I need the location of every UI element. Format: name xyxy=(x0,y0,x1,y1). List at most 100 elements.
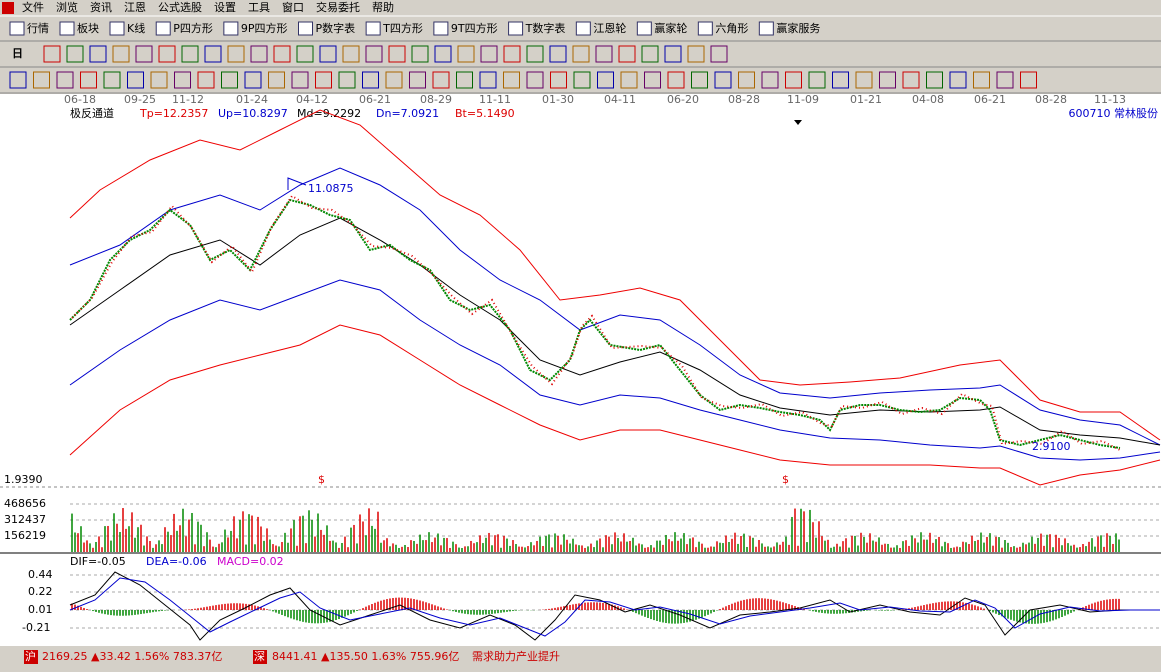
tool-icon[interactable] xyxy=(291,71,309,89)
tool-icon[interactable] xyxy=(832,71,849,89)
tool-icon[interactable] xyxy=(855,71,873,89)
tool-icon[interactable] xyxy=(43,45,61,63)
tool-icon[interactable] xyxy=(112,45,130,63)
tool-icon[interactable] xyxy=(56,71,74,89)
tool-icon[interactable] xyxy=(808,71,826,89)
tool-icon[interactable] xyxy=(273,45,291,63)
tool-icon[interactable] xyxy=(457,45,475,63)
tool-icon[interactable] xyxy=(250,45,268,63)
tool-icon[interactable] xyxy=(268,71,285,89)
tool-icon[interactable] xyxy=(526,45,544,63)
tool-icon[interactable] xyxy=(33,71,50,89)
tool-icon[interactable] xyxy=(644,71,661,89)
tool-icon[interactable] xyxy=(409,71,426,89)
tool-icon[interactable] xyxy=(761,71,779,89)
tool-icon[interactable] xyxy=(362,71,379,89)
menu-item[interactable]: 浏览 xyxy=(56,0,78,14)
menu-item[interactable]: 江恩 xyxy=(124,1,146,14)
toolbar-button[interactable]: P数字表 xyxy=(316,21,356,35)
tool-icon[interactable] xyxy=(879,71,896,89)
tool-icon[interactable] xyxy=(785,71,802,89)
tool-icon[interactable] xyxy=(526,71,544,89)
tool-icon[interactable] xyxy=(479,71,497,89)
tool-icon[interactable] xyxy=(338,71,356,89)
tool-icon[interactable] xyxy=(432,71,450,89)
tool-icon[interactable] xyxy=(315,71,332,89)
tool-icon[interactable] xyxy=(227,45,245,63)
tool-icon[interactable] xyxy=(456,71,473,89)
tool-icon[interactable] xyxy=(549,45,567,63)
tool-icon[interactable] xyxy=(127,71,144,89)
tool-icon[interactable] xyxy=(664,45,682,63)
tool-icon[interactable] xyxy=(150,71,168,89)
tool-icon[interactable] xyxy=(9,71,27,89)
tool-icon[interactable] xyxy=(204,45,222,63)
menu-item[interactable]: 帮助 xyxy=(372,0,394,14)
tool-icon[interactable] xyxy=(738,71,755,89)
toolbar-button[interactable]: 行情 xyxy=(27,22,49,35)
tool-icon[interactable] xyxy=(342,45,360,63)
toolbar-button[interactable]: 赢家轮 xyxy=(654,21,687,35)
tool-icon[interactable] xyxy=(434,45,452,63)
tool-icon[interactable] xyxy=(949,71,967,89)
sz-index[interactable]: 8441.41 ▲135.50 1.63% 755.96亿 xyxy=(272,650,459,663)
tool-icon[interactable] xyxy=(480,45,498,63)
menu-item[interactable]: 文件 xyxy=(22,0,44,14)
tool-icon[interactable] xyxy=(1020,71,1037,89)
tool-icon[interactable] xyxy=(197,71,215,89)
menu-item[interactable]: 资讯 xyxy=(90,1,112,14)
tool-icon[interactable] xyxy=(714,71,732,89)
tool-icon[interactable] xyxy=(618,45,636,63)
period-select[interactable]: 日 xyxy=(12,47,23,60)
toolbar-button[interactable]: 板块 xyxy=(77,21,99,35)
news-ticker[interactable]: 需求助力产业提升 xyxy=(472,649,560,663)
toolbar-button[interactable]: K线 xyxy=(127,21,145,35)
tool-icon[interactable] xyxy=(503,71,520,89)
toolbar-button[interactable]: 江恩轮 xyxy=(593,21,626,35)
tool-icon[interactable] xyxy=(550,71,567,89)
toolbar-button[interactable]: T四方形 xyxy=(382,21,423,35)
tool-icon[interactable] xyxy=(158,45,176,63)
tool-icon[interactable] xyxy=(181,45,199,63)
menu-item[interactable]: 设置 xyxy=(214,1,236,14)
tool-icon[interactable] xyxy=(296,45,314,63)
tool-icon[interactable] xyxy=(902,71,920,89)
tool-icon[interactable] xyxy=(174,71,191,89)
tool-icon[interactable] xyxy=(996,71,1014,89)
menu-item[interactable]: 工具 xyxy=(248,1,270,14)
tool-icon[interactable] xyxy=(595,45,613,63)
tool-icon[interactable] xyxy=(89,45,107,63)
menu-item[interactable]: 窗口 xyxy=(282,0,304,14)
menu-item[interactable]: 公式选股 xyxy=(158,1,202,14)
tool-icon[interactable] xyxy=(388,45,406,63)
tool-icon[interactable] xyxy=(80,71,97,89)
tool-icon[interactable] xyxy=(365,45,383,63)
tool-icon[interactable] xyxy=(620,71,638,89)
toolbar-button[interactable]: 9T四方形 xyxy=(451,21,498,35)
tool-icon[interactable] xyxy=(244,71,262,89)
tool-icon[interactable] xyxy=(572,45,590,63)
tool-icon[interactable] xyxy=(66,45,84,63)
tool-icon[interactable] xyxy=(973,71,990,89)
tool-icon[interactable] xyxy=(135,45,153,63)
toolbar-button[interactable]: 9P四方形 xyxy=(241,21,288,35)
sh-index[interactable]: 2169.25 ▲33.42 1.56% 783.37亿 xyxy=(42,650,222,663)
tool-icon[interactable] xyxy=(573,71,591,89)
tool-icon[interactable] xyxy=(597,71,614,89)
toolbar-button[interactable]: T数字表 xyxy=(525,21,566,35)
menu-item[interactable]: 交易委托 xyxy=(316,0,360,14)
tool-icon[interactable] xyxy=(221,71,238,89)
tool-icon[interactable] xyxy=(319,45,337,63)
toolbar-button[interactable]: P四方形 xyxy=(173,21,213,35)
tool-icon[interactable] xyxy=(926,71,943,89)
toolbar-button[interactable]: 赢家服务 xyxy=(776,21,820,35)
tool-icon[interactable] xyxy=(691,71,708,89)
tool-icon[interactable] xyxy=(385,71,403,89)
tool-icon[interactable] xyxy=(103,71,121,89)
toolbar-button[interactable]: 六角形 xyxy=(715,22,748,35)
tool-icon[interactable] xyxy=(503,45,521,63)
tool-icon[interactable] xyxy=(710,45,728,63)
tool-icon[interactable] xyxy=(411,45,429,63)
tool-icon[interactable] xyxy=(687,45,705,63)
tool-icon[interactable] xyxy=(667,71,685,89)
